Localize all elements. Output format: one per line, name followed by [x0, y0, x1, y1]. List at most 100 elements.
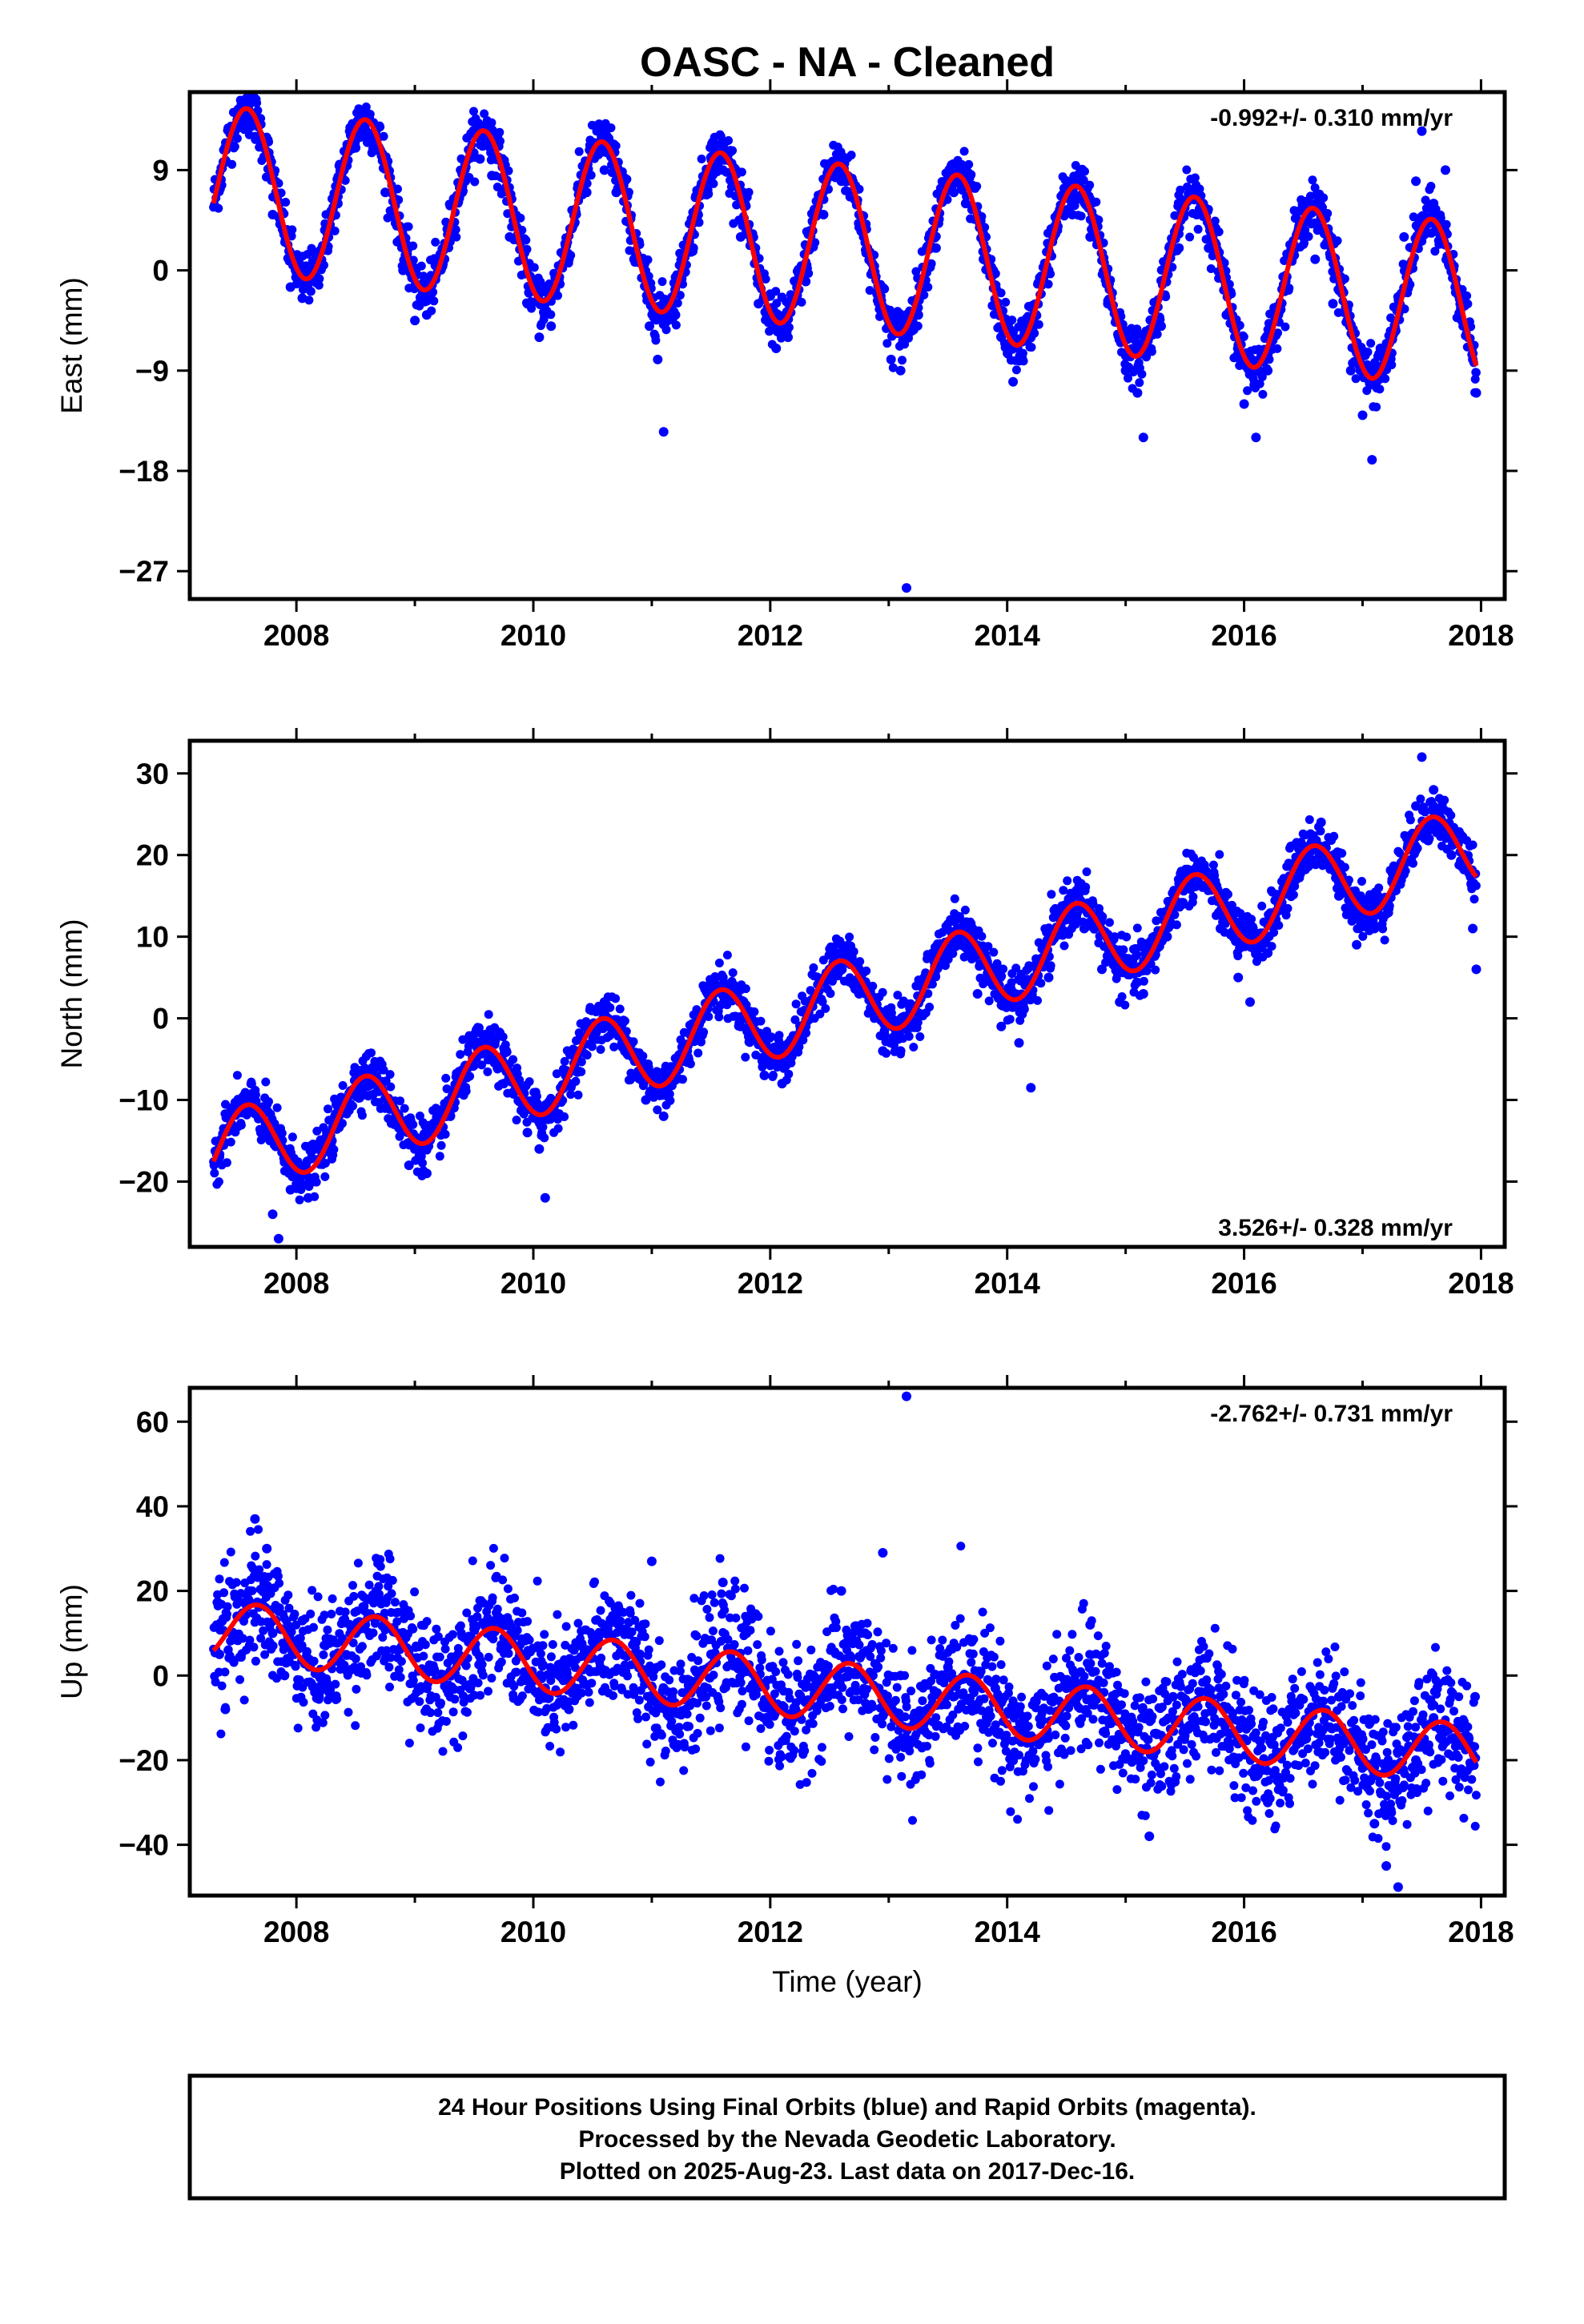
data-point	[902, 583, 911, 593]
data-point	[564, 254, 574, 264]
data-point	[505, 231, 515, 242]
data-point	[431, 237, 440, 247]
data-point	[1235, 320, 1244, 330]
y-tick-label: −18	[119, 455, 169, 488]
rate-annotation: -0.992+/- 0.310 mm/yr	[1210, 105, 1453, 131]
figure-title: OASC - NA - Cleaned	[640, 39, 1055, 86]
data-point	[1036, 979, 1046, 988]
data-point	[754, 299, 764, 309]
data-point	[624, 187, 633, 197]
data-cloud	[209, 794, 1481, 1204]
data-point	[1441, 219, 1451, 229]
data-point	[1429, 199, 1439, 209]
data-point	[362, 137, 372, 147]
data-point	[469, 107, 478, 116]
data-point	[214, 1177, 223, 1187]
data-point	[1043, 279, 1053, 289]
data-point	[1263, 365, 1273, 376]
data-point	[380, 187, 391, 198]
data-point	[742, 1000, 751, 1010]
data-point	[1059, 941, 1069, 951]
data-point	[532, 1092, 541, 1101]
data-point	[913, 321, 923, 331]
data-point	[931, 243, 941, 253]
data-point	[1161, 292, 1171, 302]
data-point	[1182, 165, 1192, 175]
data-point	[470, 177, 480, 187]
data-point	[1027, 343, 1036, 352]
data-point	[697, 155, 706, 163]
data-point	[1251, 432, 1261, 443]
data-point	[645, 321, 654, 332]
data-point	[1092, 197, 1101, 207]
data-point	[529, 263, 539, 272]
data-point	[923, 283, 933, 292]
data-point	[1274, 921, 1284, 930]
data-point	[1214, 227, 1224, 236]
data-point	[774, 1031, 784, 1040]
data-point	[661, 325, 671, 335]
data-point	[281, 198, 291, 207]
data-point	[1243, 386, 1252, 396]
data-point	[798, 1035, 808, 1045]
data-point	[959, 147, 969, 156]
data-point	[898, 356, 907, 365]
data-point	[295, 1195, 304, 1204]
data-point	[487, 118, 497, 127]
data-point	[1033, 995, 1042, 1005]
data-point	[404, 222, 413, 231]
data-point	[246, 99, 255, 109]
data-point	[1080, 167, 1089, 176]
y-axis-label: East (mm)	[55, 277, 88, 414]
data-point	[735, 231, 746, 242]
data-point	[222, 1158, 231, 1168]
data-point	[605, 1003, 615, 1012]
data-point	[408, 241, 418, 251]
data-point	[445, 201, 455, 211]
data-point	[552, 1069, 561, 1079]
data-point	[599, 165, 609, 175]
data-point	[694, 218, 704, 227]
data-point	[400, 1104, 409, 1113]
data-point	[1272, 344, 1282, 353]
data-point	[1329, 831, 1339, 841]
data-point	[379, 1065, 388, 1075]
data-point	[287, 1132, 297, 1142]
data-point	[919, 290, 929, 300]
data-point	[1193, 224, 1203, 234]
data-point	[522, 299, 533, 309]
data-point	[996, 288, 1006, 298]
data-point	[483, 1067, 492, 1076]
data-point	[1082, 867, 1092, 877]
data-point	[581, 187, 592, 198]
data-point	[744, 187, 754, 197]
data-point	[306, 287, 316, 296]
data-point	[1363, 348, 1373, 357]
data-point	[560, 1056, 569, 1066]
panel-north: 2008 2010 2012 2014 2016 2018−20−100102030Nor…	[55, 728, 1518, 1300]
data-point	[560, 1112, 569, 1121]
data-point	[665, 1089, 674, 1099]
data-point	[931, 972, 941, 982]
data-point	[495, 127, 505, 137]
data-point	[688, 243, 698, 253]
data-point	[1071, 919, 1080, 929]
data-point	[1463, 300, 1473, 308]
data-point	[1079, 175, 1088, 185]
data-point	[546, 321, 557, 332]
data-point	[272, 1103, 282, 1112]
data-point	[997, 971, 1007, 981]
data-point	[797, 297, 806, 307]
data-point	[1204, 243, 1214, 253]
data-point	[836, 176, 846, 187]
data-point	[329, 1145, 339, 1154]
data-point	[849, 947, 858, 956]
data-point	[706, 176, 716, 187]
data-point	[1059, 886, 1068, 895]
data-point	[865, 286, 874, 296]
data-point	[878, 987, 887, 997]
data-point	[242, 1110, 251, 1120]
data-point	[699, 1027, 709, 1037]
data-point	[1258, 389, 1268, 399]
